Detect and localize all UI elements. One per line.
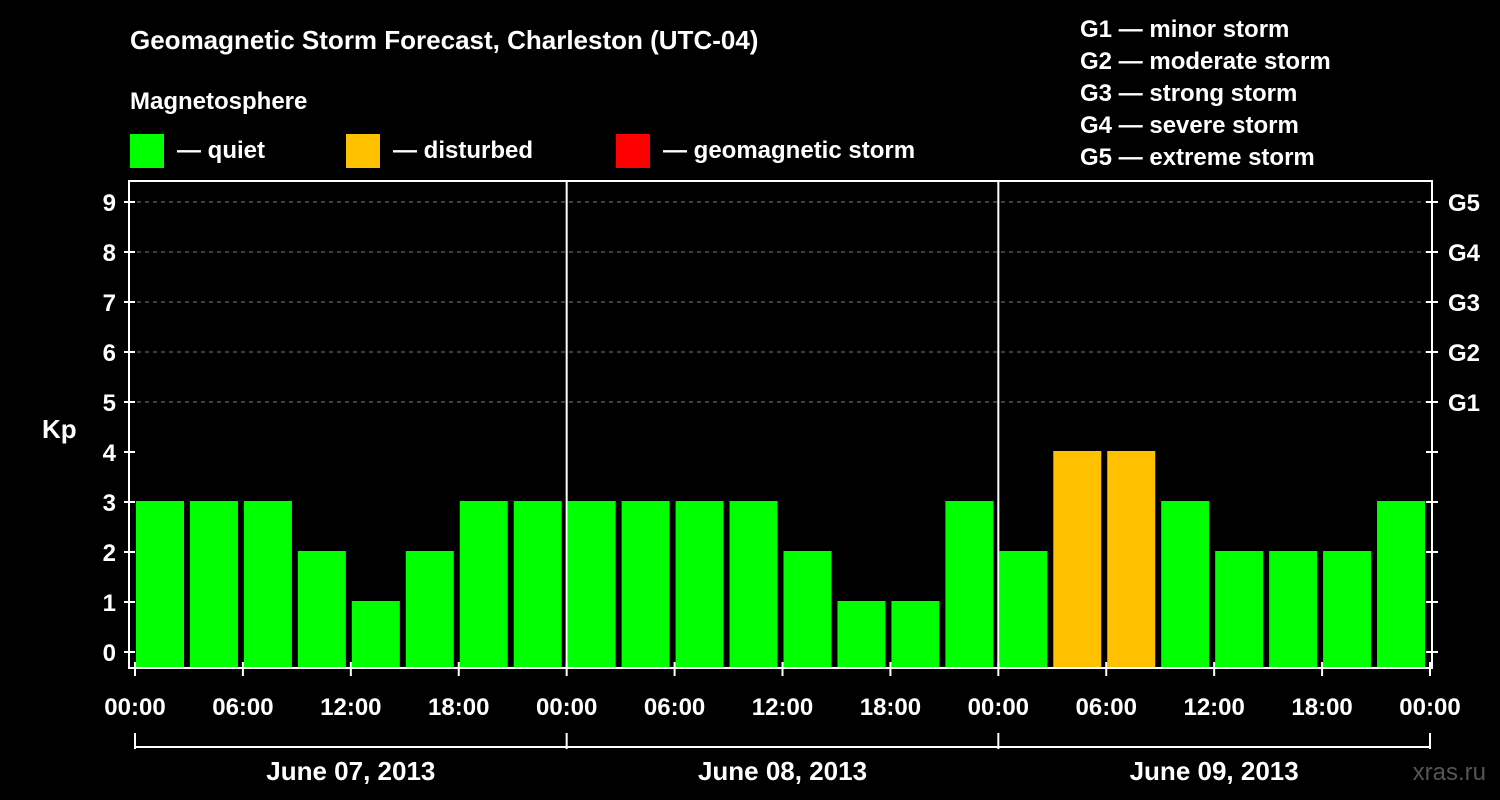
storm-scale-item: G3 — strong storm bbox=[1080, 80, 1297, 107]
kp-bar bbox=[1053, 451, 1102, 668]
kp-bar bbox=[513, 501, 562, 668]
x-tick-label: 06:00 bbox=[212, 694, 273, 721]
y-tick-label: 1 bbox=[103, 590, 116, 617]
legend-swatch bbox=[130, 134, 164, 168]
kp-bar bbox=[1377, 501, 1426, 668]
day-label: June 08, 2013 bbox=[698, 756, 867, 786]
legend-label: — disturbed bbox=[393, 137, 533, 164]
y-tick-label: 8 bbox=[103, 240, 116, 267]
x-tick-label: 00:00 bbox=[968, 694, 1029, 721]
kp-bar bbox=[459, 501, 508, 668]
kp-bar bbox=[783, 551, 832, 668]
x-tick-label: 06:00 bbox=[1076, 694, 1137, 721]
y-tick-label: 5 bbox=[103, 390, 116, 417]
y-tick-label: 2 bbox=[103, 540, 116, 567]
kp-bar bbox=[405, 551, 454, 668]
kp-bar bbox=[243, 501, 292, 668]
kp-bar bbox=[136, 501, 184, 668]
x-tick-label: 12:00 bbox=[1183, 694, 1244, 721]
g-scale-label: G2 bbox=[1448, 340, 1480, 367]
legend-swatch bbox=[346, 134, 380, 168]
kp-bar bbox=[729, 501, 778, 668]
kp-bar bbox=[945, 501, 994, 668]
legend-label: — quiet bbox=[177, 137, 265, 164]
legend-swatch bbox=[616, 134, 650, 168]
watermark: xras.ru bbox=[1413, 759, 1486, 786]
g-scale-label: G4 bbox=[1448, 240, 1481, 267]
g-scale-label: G5 bbox=[1448, 190, 1480, 217]
x-tick-label: 06:00 bbox=[644, 694, 705, 721]
day-label: June 07, 2013 bbox=[266, 756, 435, 786]
kp-bar bbox=[999, 551, 1048, 668]
g-scale-label: G1 bbox=[1448, 390, 1480, 417]
kp-bar bbox=[189, 501, 238, 668]
y-axis-label: Kp bbox=[42, 414, 77, 444]
legend-title: Magnetosphere bbox=[130, 88, 307, 115]
kp-bar bbox=[1161, 501, 1210, 668]
storm-scale-item: G5 — extreme storm bbox=[1080, 144, 1315, 171]
x-tick-label: 00:00 bbox=[1399, 694, 1460, 721]
y-tick-label: 7 bbox=[103, 290, 116, 317]
x-tick-label: 00:00 bbox=[104, 694, 165, 721]
chart-title: Geomagnetic Storm Forecast, Charleston (… bbox=[130, 25, 758, 55]
storm-scale-item: G4 — severe storm bbox=[1080, 112, 1299, 139]
x-tick-label: 00:00 bbox=[536, 694, 597, 721]
plot-frame bbox=[128, 180, 1433, 669]
kp-bar bbox=[675, 501, 724, 668]
kp-bar bbox=[351, 601, 400, 668]
y-tick-label: 9 bbox=[103, 190, 116, 217]
y-tick-label: 6 bbox=[103, 340, 116, 367]
kp-bar bbox=[1269, 551, 1318, 668]
x-tick-label: 18:00 bbox=[428, 694, 489, 721]
x-tick-label: 18:00 bbox=[860, 694, 921, 721]
g-scale-label: G3 bbox=[1448, 290, 1480, 317]
kp-bar bbox=[1107, 451, 1156, 668]
day-label: June 09, 2013 bbox=[1130, 756, 1299, 786]
storm-scale-item: G1 — minor storm bbox=[1080, 16, 1289, 43]
kp-bar bbox=[1323, 551, 1372, 668]
y-tick-label: 3 bbox=[103, 490, 116, 517]
kp-bar bbox=[297, 551, 346, 668]
kp-bar bbox=[891, 601, 940, 668]
y-tick-label: 4 bbox=[103, 440, 117, 467]
kp-bar bbox=[837, 601, 886, 668]
kp-bar bbox=[567, 501, 616, 668]
legend-label: — geomagnetic storm bbox=[663, 137, 915, 164]
kp-bar bbox=[621, 501, 670, 668]
y-tick-label: 0 bbox=[103, 640, 116, 667]
x-tick-label: 12:00 bbox=[752, 694, 813, 721]
x-tick-label: 12:00 bbox=[320, 694, 381, 721]
storm-scale-item: G2 — moderate storm bbox=[1080, 48, 1331, 75]
x-tick-label: 18:00 bbox=[1291, 694, 1352, 721]
kp-bar bbox=[1215, 551, 1264, 668]
